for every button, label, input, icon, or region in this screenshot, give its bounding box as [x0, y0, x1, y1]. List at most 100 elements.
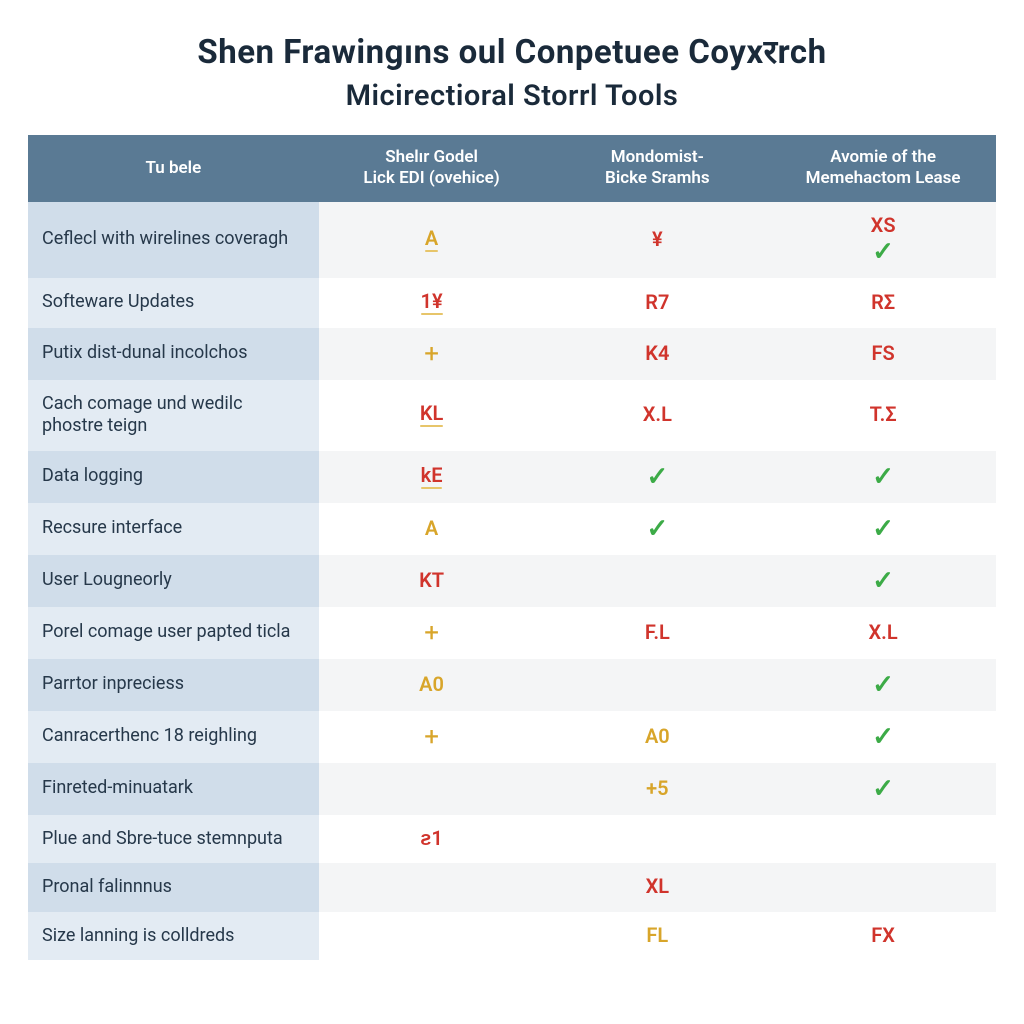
- cell-mark: KT: [419, 570, 444, 590]
- cell-mark: ✓: [872, 776, 894, 802]
- value-cell: A: [319, 503, 545, 555]
- table-row: Canracerthenc 18 reighling + A0 ✓: [28, 711, 996, 763]
- table-row: Data loggingkE✓✓: [28, 451, 996, 503]
- cell-mark: 1¥: [421, 291, 443, 315]
- feature-label: Plue and Sbre-tuce stemnputa: [28, 815, 319, 864]
- cell-mark: X.L: [643, 404, 672, 424]
- value-cell: XL: [544, 863, 770, 912]
- value-cell: [770, 815, 996, 864]
- cell-mark: K4: [645, 343, 669, 363]
- cell-mark: T.Σ: [870, 404, 897, 424]
- table-header: Tu bele Shelır GodelLick EDI (ovehice) M…: [28, 135, 996, 202]
- table-row: Recsure interface A ✓ ✓: [28, 503, 996, 555]
- value-cell: FL: [544, 912, 770, 961]
- feature-label: Finreted-minuatark: [28, 763, 319, 815]
- column-header-product-2: Mondomist-Bicke Sramhs: [544, 135, 770, 202]
- cell-mark: ✓: [872, 239, 894, 265]
- value-cell: +: [319, 711, 545, 763]
- comparison-table: Tu bele Shelır GodelLick EDI (ovehice) M…: [28, 135, 996, 960]
- value-cell: K4: [544, 328, 770, 380]
- table-row: Softeware Updates 1¥ R7 RΣ: [28, 278, 996, 328]
- value-cell: KL: [319, 380, 545, 451]
- value-cell: X.L: [770, 607, 996, 659]
- value-cell: [544, 659, 770, 711]
- value-cell: ✓: [544, 503, 770, 555]
- cell-mark: ✓: [872, 464, 894, 490]
- feature-label: Cach comage und wedilc phostre teign: [28, 380, 319, 451]
- value-cell: [319, 763, 545, 815]
- cell-mark: A0: [645, 726, 670, 746]
- feature-label: Softeware Updates: [28, 278, 319, 328]
- cell-mark: ✓: [872, 724, 894, 750]
- value-cell: R7: [544, 278, 770, 328]
- value-cell: [319, 912, 545, 961]
- feature-label: Parrtor inpreciess: [28, 659, 319, 711]
- cell-mark: FX: [871, 925, 895, 945]
- value-cell: KT: [319, 555, 545, 607]
- cell-mark: FL: [646, 925, 668, 945]
- value-cell: X.L: [544, 380, 770, 451]
- value-cell: +5: [544, 763, 770, 815]
- cell-mark: +: [424, 620, 439, 646]
- page: Shen Frawingıns oul Conpetuee Coyxरrch M…: [0, 0, 1024, 970]
- cell-mark: XS: [871, 215, 896, 235]
- value-cell: [544, 555, 770, 607]
- value-cell: ✓: [770, 711, 996, 763]
- cell-mark: FS: [872, 343, 895, 363]
- table-row: Putix dist-dunal incolchos+K4FS: [28, 328, 996, 380]
- cell-mark: A0: [419, 674, 444, 694]
- cell-mark: ƨ1: [420, 828, 443, 848]
- cell-mark: +: [424, 724, 439, 750]
- feature-label: User Lougneorly: [28, 555, 319, 607]
- value-cell: RΣ: [770, 278, 996, 328]
- cell-mark: X.L: [869, 622, 898, 642]
- cell-mark: +: [424, 341, 439, 367]
- cell-mark: R7: [645, 292, 669, 312]
- value-cell: 1¥: [319, 278, 545, 328]
- table-row: Size lanning is colldreds FL FX: [28, 912, 996, 961]
- table-body: Ceflecl with wirelines coveragh A ¥ XS ✓ Soft…: [28, 202, 996, 961]
- table-row: Cach comage und wedilc phostre teign KL X.…: [28, 380, 996, 451]
- page-title-line1: Shen Frawingıns oul Conpetuee Coyxरrch: [28, 28, 996, 73]
- value-cell: A0: [544, 711, 770, 763]
- cell-mark: +5: [646, 778, 668, 798]
- value-cell: XS ✓: [770, 202, 996, 278]
- cell-mark: F.L: [645, 622, 670, 642]
- cell-mark: ✓: [872, 516, 894, 542]
- table-row: Ceflecl with wirelines coveraghA¥XS✓: [28, 202, 996, 278]
- value-cell: ✓: [770, 763, 996, 815]
- value-cell: +: [319, 607, 545, 659]
- value-cell: FS: [770, 328, 996, 380]
- feature-label: Canracerthenc 18 reighling: [28, 711, 319, 763]
- cell-mark: KL: [420, 403, 444, 427]
- table-row: Porel comage user papted ticla + F.L X.L: [28, 607, 996, 659]
- page-title-line2: Micirectioral Storrl Tools: [28, 79, 996, 113]
- feature-label: Ceflecl with wirelines coveragh: [28, 202, 319, 278]
- value-cell: ✓: [770, 451, 996, 503]
- table-row: Pronal falinnnus XL: [28, 863, 996, 912]
- value-cell: [770, 863, 996, 912]
- value-cell: ƨ1: [319, 815, 545, 864]
- cell-mark: kE: [421, 465, 443, 489]
- feature-label: Size lanning is colldreds: [28, 912, 319, 961]
- feature-label: Pronal falinnnus: [28, 863, 319, 912]
- value-cell: ✓: [770, 659, 996, 711]
- cell-mark: ¥: [652, 229, 663, 249]
- feature-label: Porel comage user papted ticla: [28, 607, 319, 659]
- cell-mark: A: [425, 518, 438, 538]
- value-cell: +: [319, 328, 545, 380]
- cell-mark: XL: [646, 876, 669, 896]
- value-cell: ✓: [770, 503, 996, 555]
- value-cell: F.L: [544, 607, 770, 659]
- column-header-feature: Tu bele: [28, 135, 319, 202]
- table-row: Plue and Sbre-tuce stemnputa ƨ1: [28, 815, 996, 864]
- cell-mark: ✓: [646, 516, 668, 542]
- value-cell: ¥: [544, 202, 770, 278]
- cell-mark: RΣ: [871, 292, 895, 312]
- value-cell: A0: [319, 659, 545, 711]
- table-row: User LougneorlyKT✓: [28, 555, 996, 607]
- cell-mark: ✓: [872, 672, 894, 698]
- feature-label: Data logging: [28, 451, 319, 503]
- feature-label: Recsure interface: [28, 503, 319, 555]
- value-cell: kE: [319, 451, 545, 503]
